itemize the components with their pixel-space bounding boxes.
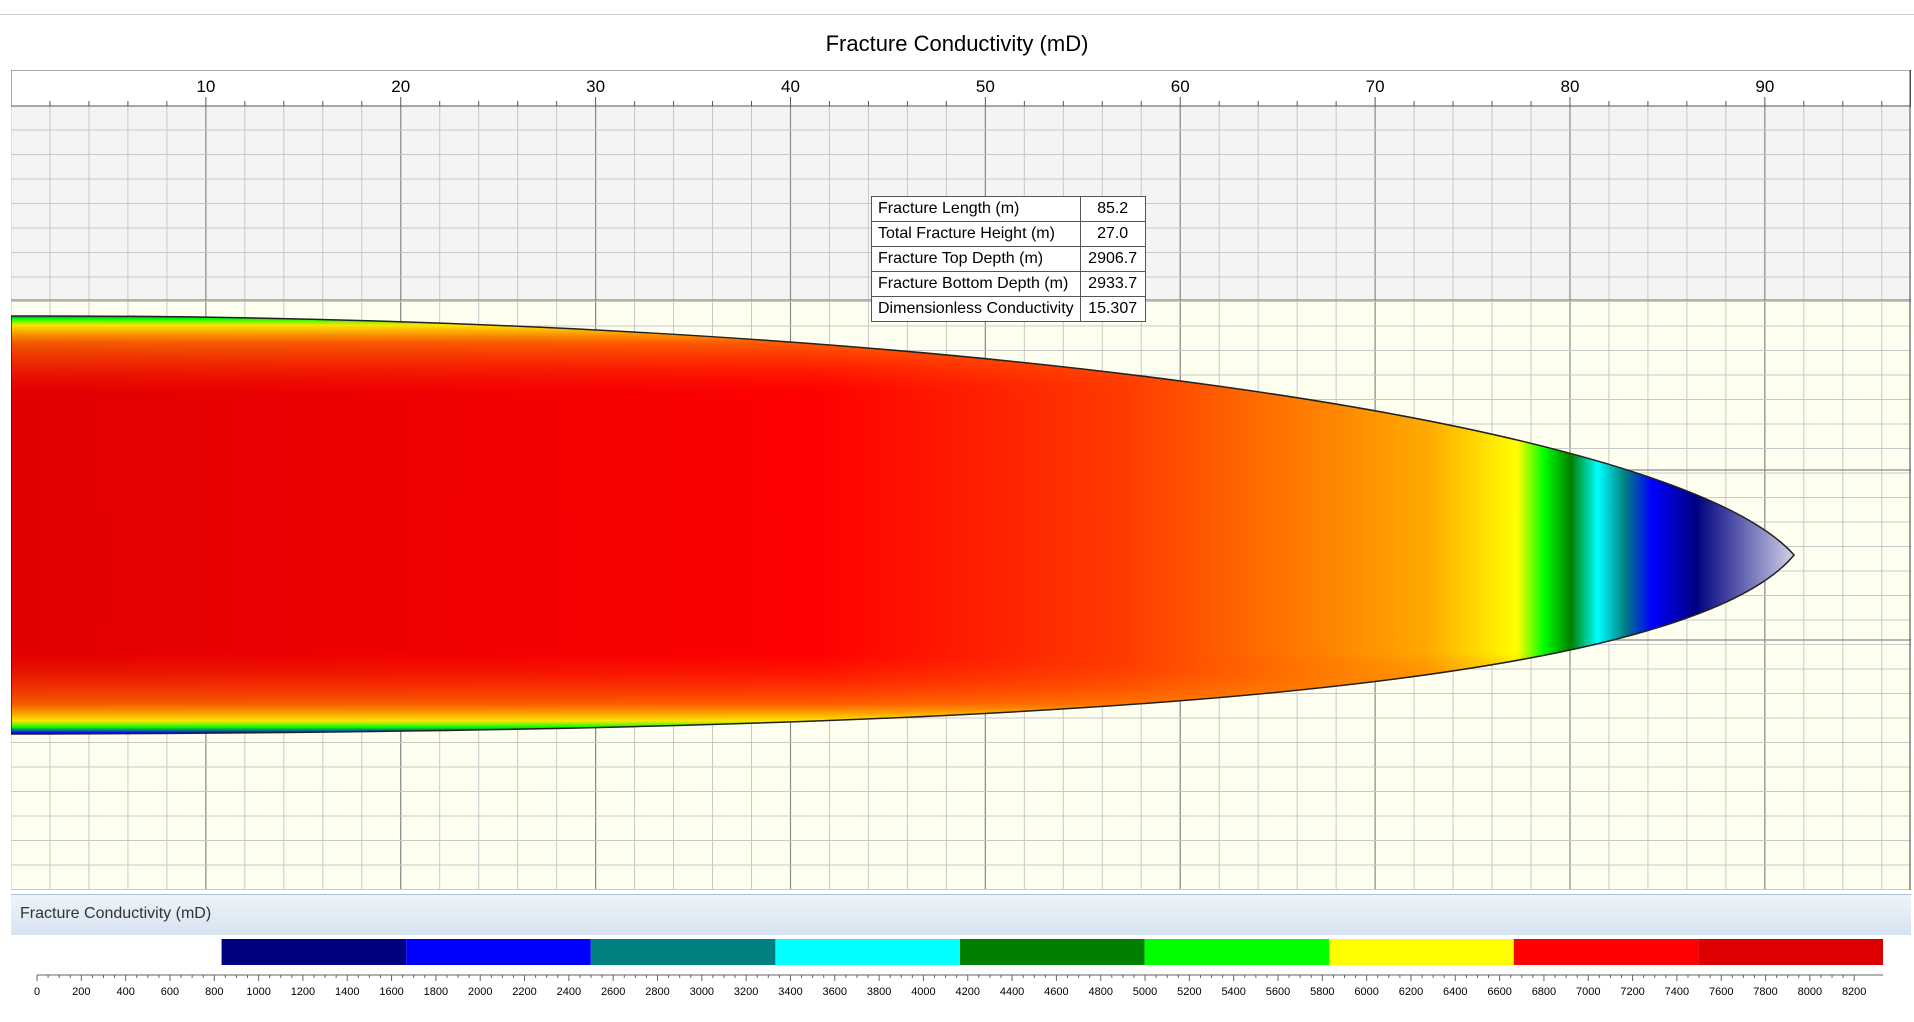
legend-band xyxy=(590,939,776,965)
legend-tick-label: 3000 xyxy=(690,986,714,998)
table-row: Fracture Length (m) 85.2 xyxy=(871,196,1146,222)
plot-area: 10 20 30 40 50 60 70 80 90 Fracture Length (m) 85… xyxy=(11,70,1911,890)
legend-tick-label: 600 xyxy=(161,986,179,998)
info-value: 15.307 xyxy=(1079,296,1146,322)
legend-tick-label: 3600 xyxy=(823,986,847,998)
legend-tick-label: 2800 xyxy=(645,986,669,998)
x-tick-label: 70 xyxy=(1366,77,1385,96)
x-tick-label: 30 xyxy=(586,77,605,96)
x-tick-label: 50 xyxy=(976,77,995,96)
legend-band xyxy=(960,939,1145,965)
legend-tick-label: 6000 xyxy=(1354,986,1378,998)
legend-tick-label: 2200 xyxy=(512,986,536,998)
legend-tick-label: 1000 xyxy=(246,986,270,998)
legend-tick-label: 4200 xyxy=(956,986,980,998)
fracture-info-table: Fracture Length (m) 85.2 Total Fracture H… xyxy=(871,196,1146,322)
x-tick-label: 10 xyxy=(196,77,215,96)
legend-tick-label: 8200 xyxy=(1842,986,1866,998)
table-row: Fracture Bottom Depth (m) 2933.7 xyxy=(871,271,1146,297)
legend-tick-label: 5200 xyxy=(1177,986,1201,998)
legend-tick-label: 4600 xyxy=(1044,986,1068,998)
legend-band xyxy=(1144,939,1330,965)
x-tick-label: 40 xyxy=(781,77,800,96)
legend-tick-label: 3800 xyxy=(867,986,891,998)
legend-tick-label: 1800 xyxy=(424,986,448,998)
info-value: 85.2 xyxy=(1079,196,1146,222)
legend-tick-label: 1200 xyxy=(291,986,315,998)
info-value: 2933.7 xyxy=(1079,271,1146,297)
x-tick-label: 80 xyxy=(1561,77,1580,96)
legend-tick-label: 4800 xyxy=(1088,986,1112,998)
legend-tick-label: 4000 xyxy=(911,986,935,998)
legend-tick-label: 6600 xyxy=(1487,986,1511,998)
legend-tick-label: 400 xyxy=(116,986,134,998)
legend-band xyxy=(221,939,407,965)
legend-colorbar: 0 200 400 600 800 1000 1200 1400 1600 1800 2000 220… xyxy=(34,939,1883,998)
legend-tick-label: 3200 xyxy=(734,986,758,998)
table-row: Total Fracture Height (m) 27.0 xyxy=(871,221,1146,247)
legend-band xyxy=(1513,939,1699,965)
legend-tick-label: 1600 xyxy=(379,986,403,998)
legend-tick-label: 4400 xyxy=(1000,986,1024,998)
info-value: 27.0 xyxy=(1079,221,1146,247)
conductivity-plot: 10 20 30 40 50 60 70 80 90 xyxy=(11,70,1911,890)
legend-band xyxy=(1329,939,1514,965)
legend-tick-label: 0 xyxy=(34,986,40,998)
legend-tick-label: 2400 xyxy=(557,986,581,998)
x-tick-label: 20 xyxy=(391,77,410,96)
legend-tick-label: 6800 xyxy=(1532,986,1556,998)
legend-tick-label: 6200 xyxy=(1399,986,1423,998)
legend-tick-label: 5600 xyxy=(1266,986,1290,998)
legend-tick-label: 6400 xyxy=(1443,986,1467,998)
legend-tick-label: 5000 xyxy=(1133,986,1157,998)
legend-tick-label: 3400 xyxy=(778,986,802,998)
info-label: Fracture Bottom Depth (m) xyxy=(871,271,1081,297)
color-legend: Fracture Conductivity (mD) 0 200 400 600 800… xyxy=(11,894,1911,1017)
legend-tick-label: 5800 xyxy=(1310,986,1334,998)
legend-tick-label: 7000 xyxy=(1576,986,1600,998)
legend-tick-label: 7800 xyxy=(1753,986,1777,998)
legend-title: Fracture Conductivity (mD) xyxy=(20,905,212,922)
x-tick-label: 90 xyxy=(1755,77,1774,96)
legend-tick-label: 5400 xyxy=(1221,986,1245,998)
page-title: Fracture Conductivity (mD) xyxy=(0,14,1914,73)
legend-band xyxy=(406,939,591,965)
legend-tick-label: 7600 xyxy=(1709,986,1733,998)
table-row: Dimensionless Conductivity 15.307 xyxy=(871,296,1146,322)
legend-tick-label: 800 xyxy=(205,986,223,998)
legend-band xyxy=(1698,939,1883,965)
info-value: 2906.7 xyxy=(1079,246,1146,272)
legend-band xyxy=(37,939,222,965)
x-tick-label: 60 xyxy=(1171,77,1190,96)
legend-tick-label: 200 xyxy=(72,986,90,998)
info-label: Total Fracture Height (m) xyxy=(871,221,1081,247)
info-label: Fracture Top Depth (m) xyxy=(871,246,1081,272)
legend-tick-label: 7200 xyxy=(1620,986,1644,998)
info-label: Dimensionless Conductivity xyxy=(871,296,1081,322)
legend-band xyxy=(775,939,960,965)
legend-tick-label: 2000 xyxy=(468,986,492,998)
fracture-outline xyxy=(11,315,1796,735)
legend-tick-label: 2600 xyxy=(601,986,625,998)
legend-header: Fracture Conductivity (mD) xyxy=(11,895,1911,935)
legend-tick-label: 1400 xyxy=(335,986,359,998)
legend-tick-label: 7400 xyxy=(1665,986,1689,998)
info-label: Fracture Length (m) xyxy=(871,196,1081,222)
table-row: Fracture Top Depth (m) 2906.7 xyxy=(871,246,1146,272)
legend-tick-label: 8000 xyxy=(1798,986,1822,998)
x-axis-strip xyxy=(11,70,1911,107)
